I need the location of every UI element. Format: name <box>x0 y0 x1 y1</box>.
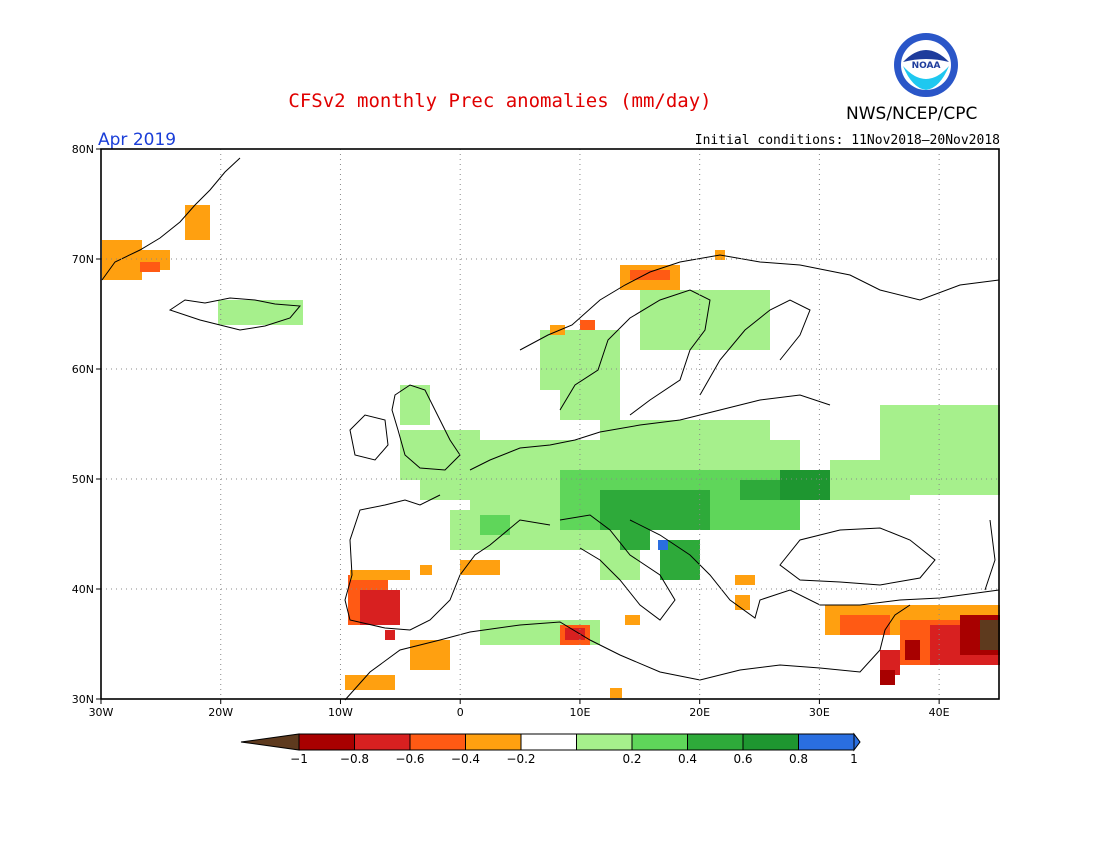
anomaly-cell <box>600 550 640 580</box>
colorbar-label: −0.8 <box>340 752 369 766</box>
lon-tick-label: 10W <box>328 706 353 719</box>
colorbar-segment <box>298 733 355 751</box>
anomaly-cell <box>460 560 500 575</box>
anomaly-cell <box>560 380 620 420</box>
agency-label: NWS/NCEP/CPC <box>846 104 978 124</box>
anomaly-cell <box>610 688 622 698</box>
anomaly-cell <box>102 240 142 280</box>
colorbar-segment <box>687 733 744 751</box>
anomaly-cell <box>140 262 160 272</box>
colorbar-label: −0.2 <box>506 752 535 766</box>
colorbar-low-arrow <box>240 733 300 751</box>
anomaly-cell <box>600 490 710 530</box>
anomaly-cell <box>410 640 450 670</box>
lat-tick-label: 70N <box>72 253 94 266</box>
anomaly-cell <box>480 515 510 535</box>
anomaly-cell <box>735 575 755 585</box>
chart-title: CFSv2 monthly Prec anomalies (mm/day) <box>288 90 712 112</box>
colorbar-segment <box>576 733 633 751</box>
lat-tick-label: 60N <box>72 363 94 376</box>
noaa-logo-icon: NOAA <box>894 33 958 97</box>
colorbar-label: 1 <box>850 752 858 766</box>
anomaly-cell <box>345 675 395 690</box>
lon-tick-label: 30W <box>89 706 114 719</box>
anomaly-cell <box>385 630 395 640</box>
axis-ticks: 30W 20W 10W 0 10E 20E 30E 40E 80N 70N 60N 50N 40N 30N <box>72 143 950 719</box>
anomaly-cell <box>658 540 668 550</box>
colorbar-label: 0.2 <box>622 752 641 766</box>
colorbar-segment <box>465 733 522 751</box>
anomaly-cell <box>640 290 770 350</box>
anomaly-cell <box>735 595 750 610</box>
colorbar-segment <box>742 733 799 751</box>
colorbar-segment <box>409 733 466 751</box>
lon-tick-label: 30E <box>809 706 830 719</box>
colorbar-label: −0.4 <box>451 752 480 766</box>
anomaly-cell <box>980 620 1000 650</box>
map-frame <box>100 148 1000 700</box>
anomaly-cell <box>185 205 210 240</box>
lat-tick-label: 30N <box>72 693 94 706</box>
lon-tick-label: 10E <box>569 706 590 719</box>
graticule <box>101 149 999 699</box>
anomaly-cell <box>360 590 400 625</box>
lon-tick-label: 0 <box>457 706 464 719</box>
colorbar-segment <box>354 733 411 751</box>
coastlines <box>101 157 1000 701</box>
anomaly-cell <box>350 570 410 580</box>
colorbar-label: 0.8 <box>789 752 808 766</box>
anomaly-cell <box>400 385 430 425</box>
lat-tick-label: 40N <box>72 583 94 596</box>
lon-tick-label: 40E <box>929 706 950 719</box>
colorbar-segment <box>631 733 688 751</box>
lat-tick-label: 80N <box>72 143 94 156</box>
anomaly-cells <box>102 205 1000 698</box>
valid-month-label: Apr 2019 <box>98 130 177 150</box>
lon-tick-label: 20W <box>208 706 233 719</box>
anomaly-cell <box>218 300 303 325</box>
lat-tick-label: 50N <box>72 473 94 486</box>
anomaly-cell <box>625 615 640 625</box>
anomaly-cell <box>880 670 895 685</box>
anomaly-cell <box>620 520 650 550</box>
anomaly-cell <box>580 320 595 330</box>
anomaly-cell <box>630 270 670 280</box>
colorbar: −1 −0.8 −0.6 −0.4 −0.2 0.2 0.4 0.6 0.8 1 <box>240 732 861 766</box>
colorbar-segment <box>798 733 855 751</box>
initial-conditions-label: Initial conditions: 11Nov2018–20Nov2018 <box>694 133 1000 148</box>
anomaly-cell <box>880 650 900 675</box>
colorbar-label: 0.6 <box>733 752 752 766</box>
anomaly-cell <box>830 460 910 500</box>
anomaly-cell <box>840 615 890 635</box>
anomaly-cell <box>550 325 565 335</box>
colorbar-label: 0.4 <box>678 752 697 766</box>
colorbar-label: −1 <box>290 752 308 766</box>
anomaly-cell <box>565 628 585 640</box>
colorbar-label: −0.6 <box>395 752 424 766</box>
anomaly-cell <box>420 565 432 575</box>
anomaly-cell <box>780 470 830 500</box>
colorbar-segment <box>520 733 577 751</box>
anomaly-cell <box>905 640 920 660</box>
noaa-logo-text: NOAA <box>912 61 941 71</box>
colorbar-high-arrow <box>853 732 861 752</box>
lon-tick-label: 20E <box>689 706 710 719</box>
